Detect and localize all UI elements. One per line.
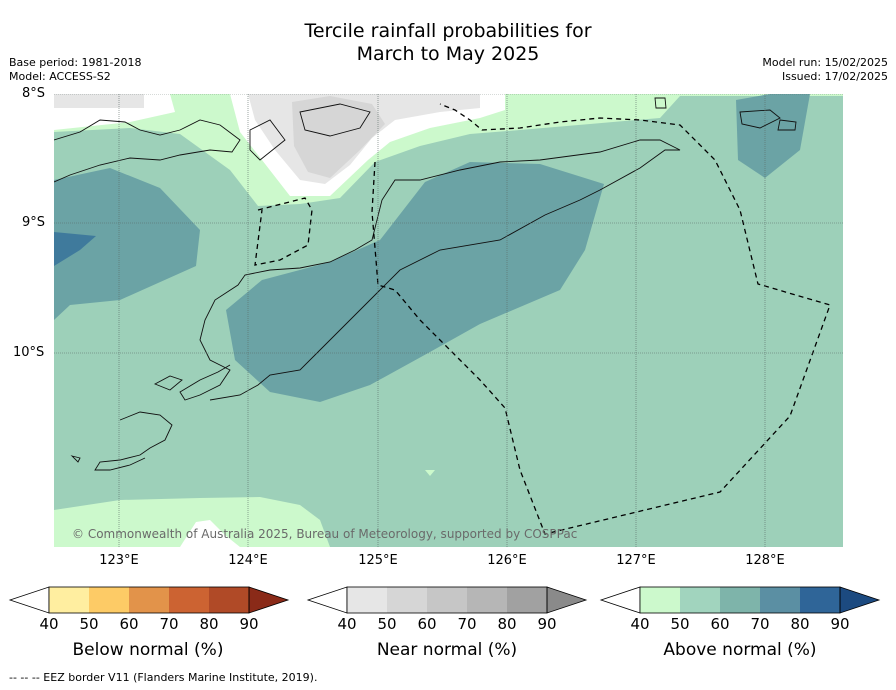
colorbar-above-tick-label: 90 (830, 615, 850, 633)
map-title: Tercile rainfall probabilities for March… (0, 20, 896, 66)
gridlines (54, 94, 843, 547)
timor-coast-north (179, 139, 681, 401)
alor-coast (249, 119, 286, 161)
colorbar-below (8, 586, 290, 614)
lon-label-127e: 127°E (616, 553, 656, 568)
lat-label-8s: 8°S (22, 86, 46, 101)
above-70-region (54, 232, 96, 266)
colorbar-above-tick-label: 60 (710, 615, 730, 633)
eez-footnote: -- -- -- EEZ border V11 (Flanders Marine… (9, 671, 318, 684)
colorbar-title-near: Near normal (%) (376, 640, 518, 660)
colorbar-near-segment (467, 587, 507, 613)
map-area (54, 94, 843, 547)
colorbar-above-tick-label: 80 (790, 615, 810, 633)
colorbar-below-frame (48, 586, 250, 614)
base-period: Base period: 1981-2018 (9, 56, 142, 69)
small-island-coast-2 (777, 119, 797, 131)
flores-coast (54, 119, 241, 183)
sumba-rote-coast (94, 411, 173, 471)
colorbar-near-over-extend (546, 586, 588, 614)
colorbar-near-tick-label: 60 (417, 615, 437, 633)
wetar-coast (299, 103, 371, 137)
colorbar-below-tick-label: 40 (39, 615, 59, 633)
colorbar-below-tick-label: 80 (199, 615, 219, 633)
colorbar-above-segment (800, 587, 840, 613)
colorbar-above (599, 586, 881, 614)
model-info: Base period: 1981-2018 Model: ACCESS-S2 (9, 56, 141, 84)
colorbar-near-segment (507, 587, 547, 613)
colorbar-title-below: Below normal (%) (72, 640, 224, 660)
above-60-region-central (226, 162, 604, 402)
colorbar-below-over-extend (248, 586, 290, 614)
colorbar-above-tick-label: 50 (670, 615, 690, 633)
islet-coast (70, 455, 81, 463)
colorbar-near-segment (347, 587, 387, 613)
run-info: Model run: 15/02/2025 Issued: 17/02/2025 (762, 56, 888, 84)
lon-label-126e: 126°E (487, 553, 527, 568)
lon-label-125e: 125°E (358, 553, 398, 568)
lon-label-124e: 124°E (228, 553, 268, 568)
timor-coast-south (209, 289, 381, 401)
small-island-coast (654, 97, 667, 109)
colorbar-below-segment (49, 587, 89, 613)
above-60-region-west (54, 168, 200, 320)
lat-label-10s: 10°S (13, 345, 45, 360)
near-40-region-nw (54, 94, 144, 108)
above-40-region-south (54, 497, 330, 547)
colorbar-near-segment (387, 587, 427, 613)
colorbar-near (306, 586, 588, 614)
colorbar-above-segment (760, 587, 800, 613)
colorbar-near-tick-label: 90 (537, 615, 557, 633)
colorbar-below-segment (129, 587, 169, 613)
near-50-region (292, 96, 385, 178)
eez-border (254, 103, 831, 535)
colorbar-below-tick-label: 90 (239, 615, 259, 633)
semau-coast (153, 375, 183, 391)
colorbar-below-segment (209, 587, 249, 613)
colorbar-near-segment (427, 587, 467, 613)
map-title-line1: Tercile rainfall probabilities for (304, 20, 592, 42)
colorbar-below-under-extend (8, 586, 50, 614)
colorbar-near-tick-label: 80 (497, 615, 517, 633)
coastlines (54, 97, 797, 471)
colorbar-above-under-extend (599, 586, 641, 614)
colorbar-above-tick-label: 40 (630, 615, 650, 633)
colorbar-below-segment (169, 587, 209, 613)
issued-date: Issued: 17/02/2025 (781, 70, 888, 83)
above-40-speck (425, 470, 435, 476)
colorbar-below-tick-label: 70 (159, 615, 179, 633)
colorbar-title-above: Above normal (%) (663, 640, 817, 660)
colorbar-near-tick-label: 50 (377, 615, 397, 633)
colorbar-below-segment (89, 587, 129, 613)
white-region-south (180, 520, 240, 547)
colorbar-near-frame (346, 586, 548, 614)
colorbar-above-frame (639, 586, 841, 614)
colorbar-near-tick-label: 40 (337, 615, 357, 633)
colorbar-below-tick-label: 50 (79, 615, 99, 633)
colorbar-below-tick-label: 60 (119, 615, 139, 633)
model-name: Model: ACCESS-S2 (9, 70, 111, 83)
colorbars-svg (8, 586, 881, 614)
lat-label-9s: 9°S (22, 215, 46, 230)
lon-label-123e: 123°E (99, 553, 139, 568)
colorbar-above-tick-label: 70 (750, 615, 770, 633)
lon-label-128e: 128°E (745, 553, 785, 568)
model-run: Model run: 15/02/2025 (762, 56, 888, 69)
colorbar-near-tick-label: 70 (457, 615, 477, 633)
colorbar-above-segment (640, 587, 680, 613)
copyright-notice: © Commonwealth of Australia 2025, Bureau… (72, 527, 578, 541)
colorbar-near-under-extend (306, 586, 348, 614)
colorbar-above-over-extend (839, 586, 881, 614)
colorbar-above-segment (680, 587, 720, 613)
above-60-region-ne (736, 94, 810, 178)
map-title-line2: March to May 2025 (356, 43, 540, 65)
colorbar-above-segment (720, 587, 760, 613)
